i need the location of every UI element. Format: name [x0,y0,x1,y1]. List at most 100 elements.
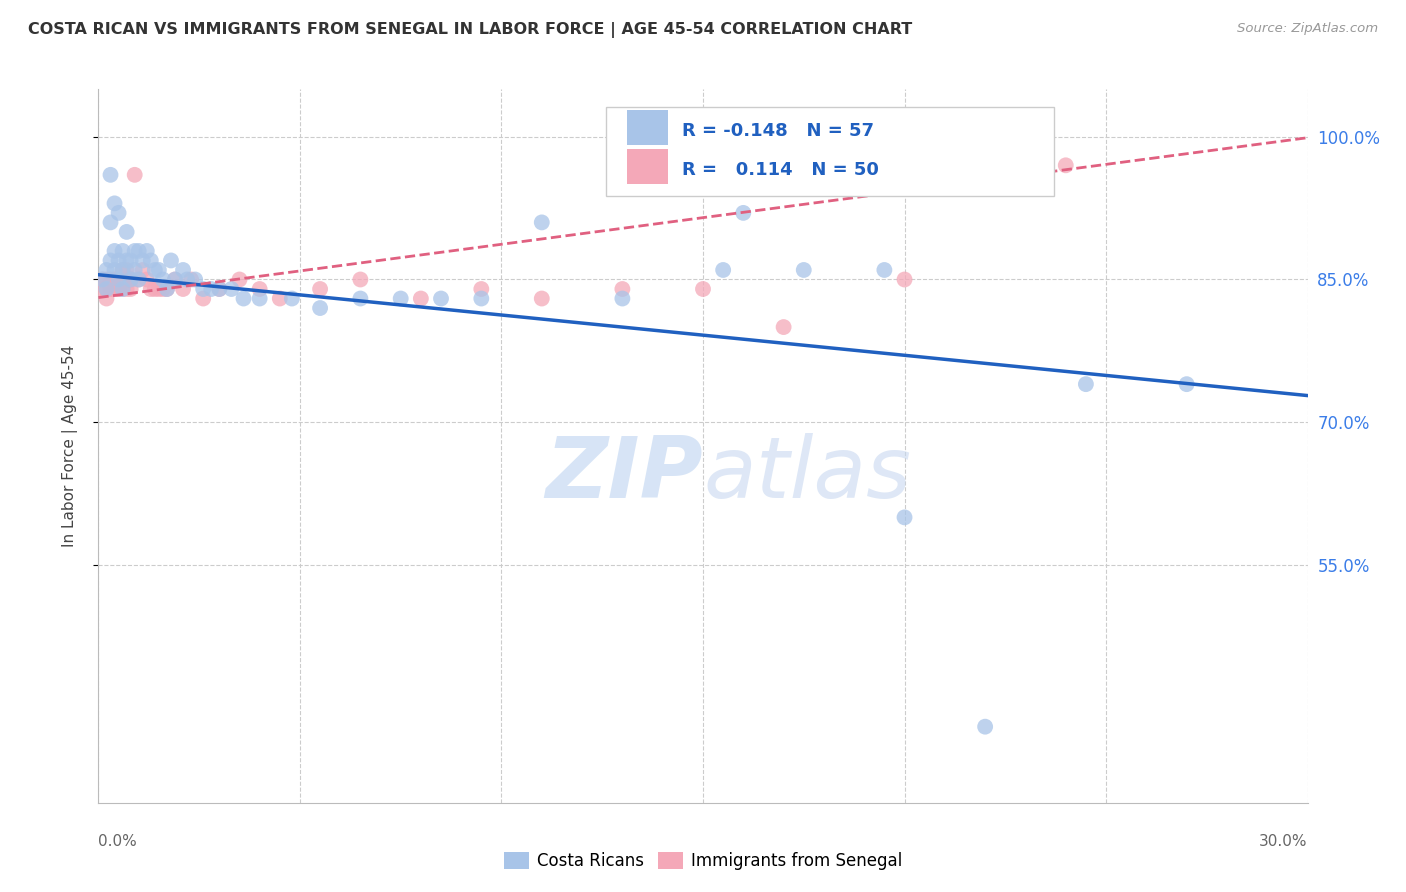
Point [124,244,146,258]
FancyBboxPatch shape [606,107,1053,196]
Point [107,253,129,268]
Point [152,272,174,286]
Point [103,196,125,211]
Point [120,272,142,286]
Point [409,292,432,306]
Point [193,292,215,306]
Point [139,282,162,296]
Point [120,282,142,296]
Point [135,272,157,286]
Point [96,263,118,277]
Point [893,272,915,286]
Point [163,272,186,286]
Point [115,282,138,296]
Point [111,244,134,258]
Point [612,292,634,306]
Point [200,282,222,296]
Point [91,272,114,286]
Point [530,215,553,229]
Point [111,282,134,296]
Point [172,282,194,296]
Point [974,720,997,734]
Point [124,263,146,277]
Point [772,320,794,334]
Point [163,272,186,286]
Point [470,282,492,296]
Point [1175,377,1198,392]
Point [107,272,129,286]
Point [100,215,122,229]
Point [269,292,291,306]
Point [349,272,371,286]
Point [180,272,202,286]
Text: COSTA RICAN VS IMMIGRANTS FROM SENEGAL IN LABOR FORCE | AGE 45-54 CORRELATION CH: COSTA RICAN VS IMMIGRANTS FROM SENEGAL I… [28,22,912,38]
Point [96,272,118,286]
Text: 30.0%: 30.0% [1260,834,1308,849]
Point [107,282,129,296]
Point [470,292,492,306]
Point [893,510,915,524]
Point [232,292,254,306]
Point [612,282,634,296]
Point [107,206,129,220]
Point [143,263,166,277]
Point [128,272,150,286]
Point [100,272,122,286]
Point [148,263,170,277]
Point [103,263,125,277]
Point [208,282,231,296]
Point [309,282,332,296]
Point [152,282,174,296]
Point [115,253,138,268]
Point [148,282,170,296]
Point [91,272,114,286]
Point [107,282,129,296]
Point [309,301,332,315]
Point [100,168,122,182]
Point [228,272,250,286]
Point [193,282,215,296]
Point [184,272,207,286]
Point [1054,158,1077,172]
Point [115,272,138,286]
Point [156,282,179,296]
Point [128,244,150,258]
Point [111,263,134,277]
Point [733,206,755,220]
Text: atlas: atlas [703,433,911,516]
Text: R = -0.148   N = 57: R = -0.148 N = 57 [682,121,875,139]
Point [120,272,142,286]
Point [349,292,371,306]
Point [221,282,243,296]
Point [100,253,122,268]
Point [91,282,114,296]
Point [128,272,150,286]
Point [711,263,734,277]
Point [172,263,194,277]
Point [107,272,129,286]
Point [530,292,553,306]
Point [132,253,155,268]
Point [139,253,162,268]
Point [100,272,122,286]
Text: Source: ZipAtlas.com: Source: ZipAtlas.com [1237,22,1378,36]
Legend: Costa Ricans, Immigrants from Senegal: Costa Ricans, Immigrants from Senegal [498,845,908,877]
Point [143,282,166,296]
Point [281,292,304,306]
Point [96,282,118,296]
Point [160,253,183,268]
Point [156,282,179,296]
Point [208,282,231,296]
Point [124,168,146,182]
Point [249,282,271,296]
FancyBboxPatch shape [627,110,668,145]
Point [249,292,271,306]
Point [96,282,118,296]
Point [103,272,125,286]
Text: 0.0%: 0.0% [98,834,138,849]
Point [100,282,122,296]
Point [793,263,815,277]
Point [115,225,138,239]
Point [430,292,453,306]
Point [103,282,125,296]
